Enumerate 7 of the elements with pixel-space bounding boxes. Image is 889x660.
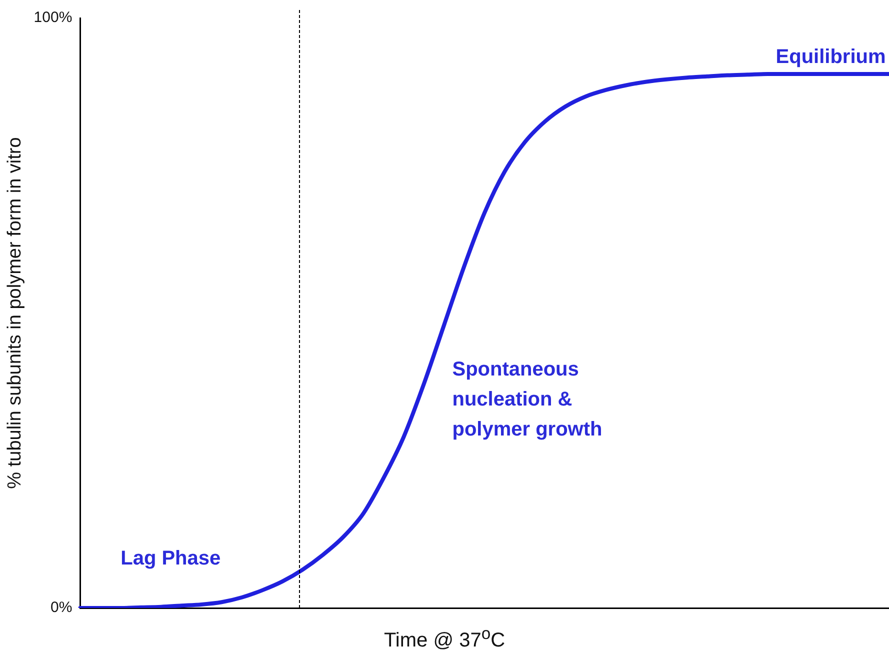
annotation: Lag Phase: [120, 548, 221, 570]
x-axis-title: Time @ 37$^{o}$C: [382, 624, 506, 653]
y-axis-title: % tubulin subunits in polymer form in vitro: [4, 137, 26, 489]
y-tick-label: 0%: [50, 599, 72, 616]
y-tick-label: 100%: [34, 9, 72, 26]
annotation: Spontaneous nucleation & polymer growth: [452, 358, 602, 441]
annotation: Equilibrium: [776, 46, 886, 68]
